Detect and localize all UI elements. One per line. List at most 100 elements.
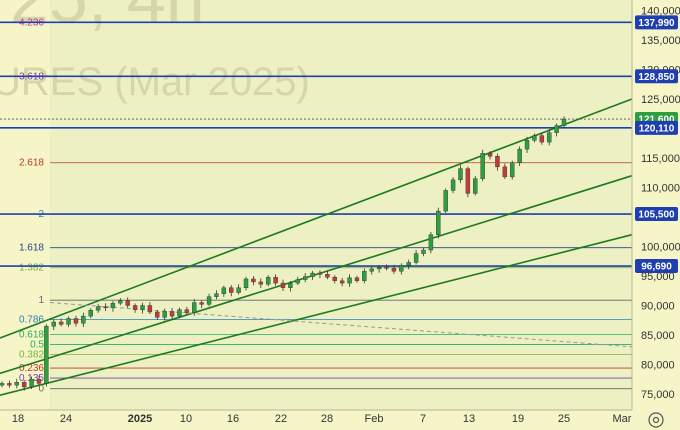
candle: [36, 375, 42, 387]
candle: [155, 309, 160, 320]
candle: [428, 231, 434, 254]
candle: [81, 312, 86, 328]
candle: [192, 299, 197, 316]
price-badge-label: 137,990: [638, 18, 675, 29]
price-tick-label: 95,000: [641, 271, 675, 283]
candle: [184, 306, 190, 316]
candle: [169, 307, 175, 320]
time-tick-label: 16: [227, 413, 239, 425]
price-badge: 120,110: [635, 120, 678, 135]
candle: [317, 270, 323, 279]
candle: [110, 301, 116, 312]
price-tick-label: 80,000: [641, 360, 675, 372]
fib-label: 1.382: [19, 263, 44, 274]
time-tick-label: 22: [275, 413, 287, 425]
fib-label: 0.382: [19, 349, 44, 360]
candle: [221, 285, 227, 297]
price-badge-label: 96,690: [641, 262, 672, 273]
candle: [95, 303, 101, 313]
candle: [547, 129, 552, 146]
gear-outer: [648, 412, 664, 428]
candle: [147, 302, 153, 315]
price-tick-label: 90,000: [641, 301, 675, 313]
candle: [450, 177, 456, 194]
fib-label: 0.236: [19, 363, 44, 374]
price-badge: 128,850: [635, 69, 678, 84]
candle: [51, 319, 56, 330]
candle: [288, 281, 293, 292]
price-tick-label: 85,000: [641, 330, 675, 342]
fib-label: 0.618: [19, 329, 44, 340]
price-badge: 105,500: [635, 207, 678, 222]
channel-line[interactable]: [0, 233, 633, 396]
candle: [347, 274, 352, 287]
candle: [561, 116, 567, 128]
fib-label: 0.5: [30, 339, 44, 350]
candle: [362, 268, 367, 284]
time-tick-label: 10: [180, 413, 192, 425]
candle: [310, 270, 315, 280]
time-tick-label: Feb: [365, 413, 384, 425]
candle: [44, 324, 49, 387]
candle: [487, 151, 493, 160]
time-tick-label: 7: [420, 413, 426, 425]
time-tick-label: 28: [321, 413, 333, 425]
candle: [273, 274, 278, 286]
price-tick-label: 125,000: [641, 94, 680, 106]
candle: [206, 293, 212, 307]
candle: [280, 279, 286, 292]
candle: [66, 316, 71, 328]
price-tick-label: 110,000: [641, 183, 680, 195]
candle: [302, 273, 308, 283]
candle: [465, 166, 471, 198]
time-axis[interactable]: [0, 410, 632, 430]
fib-label: 1: [38, 295, 44, 306]
candle: [266, 275, 271, 287]
price-tick-label: 135,000: [641, 35, 680, 47]
candle: [532, 133, 537, 143]
time-tick-label: 24: [60, 413, 72, 425]
time-axis-ticks: 18 24 2025 10 16 22 28 Feb 7 13 19 25 Mar: [12, 413, 632, 425]
candle: [399, 263, 404, 275]
fib-label: 0: [38, 384, 44, 395]
candle: [325, 270, 330, 280]
time-tick-label: 25: [558, 413, 570, 425]
channel-line[interactable]: [0, 174, 633, 375]
candle: [229, 285, 234, 297]
candle: [524, 136, 530, 153]
candle: [413, 250, 419, 265]
candle: [443, 188, 448, 214]
candle: [177, 307, 182, 319]
time-tick-label: 19: [512, 413, 524, 425]
candle: [199, 300, 204, 309]
candle: [510, 160, 515, 180]
watermark-contract: URES (Mar 2025): [0, 60, 310, 104]
candle: [554, 123, 559, 137]
candle: [132, 303, 138, 313]
price-tick-label: 115,000: [641, 153, 680, 165]
candle: [14, 378, 19, 389]
candle: [29, 376, 34, 389]
candle: [391, 264, 397, 274]
price-badge-label: 105,500: [638, 210, 675, 221]
candle: [480, 149, 485, 182]
candle: [21, 380, 27, 391]
horizontal-levels: [0, 21, 632, 267]
price-tick-label: 75,000: [641, 389, 675, 401]
candle: [251, 276, 256, 286]
price-badge: 96,690: [635, 259, 678, 274]
settings-gear-icon[interactable]: [648, 412, 664, 428]
candle: [495, 153, 500, 171]
price-badge: 137,990: [635, 15, 678, 30]
time-tick-label: 18: [12, 413, 24, 425]
candle: [406, 259, 411, 270]
gear-inner: [652, 416, 660, 424]
candle: [473, 175, 478, 196]
candle: [502, 163, 508, 179]
candle: [243, 276, 249, 291]
candle: [458, 165, 463, 184]
watermark-symbol: 25, 4h: [10, 0, 205, 37]
candle: [162, 308, 167, 321]
